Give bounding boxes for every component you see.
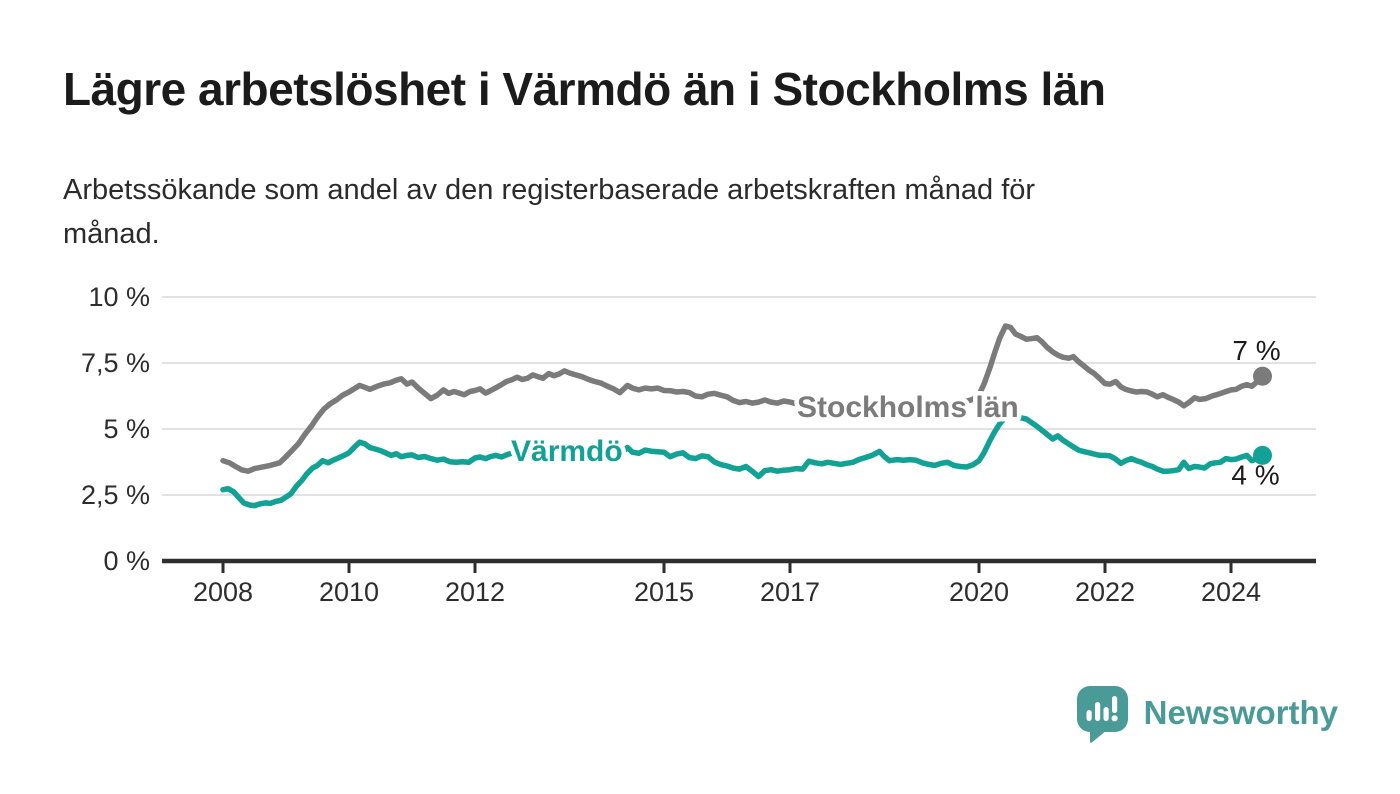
newsworthy-logo-text: Newsworthy	[1143, 694, 1338, 731]
series-line-stockholms-lan	[220, 323, 1266, 474]
y-tick-label-2,5%: 2,5 %	[81, 480, 150, 510]
chart-subtitle: Arbetssökande som andel av den registerb…	[63, 168, 1035, 256]
series-end-dot-stockholms-lan	[1253, 366, 1272, 386]
series-end-value-stockholms-lan: 7 %	[1232, 335, 1280, 366]
series-label-stockholms-lan: Stockholms län	[797, 391, 1019, 424]
x-tick-label-2020: 2020	[949, 577, 1009, 607]
y-tick-label-5%: 5 %	[103, 414, 150, 444]
x-tick-label-2024: 2024	[1201, 577, 1261, 607]
series-line-varmdo	[220, 411, 1266, 509]
y-tick-label-7,5%: 7,5 %	[81, 348, 150, 378]
x-tick-label-2012: 2012	[445, 577, 505, 607]
series-label-varmdo: Värmdö	[511, 435, 623, 468]
page-title: Lägre arbetslöshet i Värmdö än i Stockho…	[63, 63, 1106, 115]
x-tick-label-2010: 2010	[319, 577, 379, 607]
x-tick-label-2017: 2017	[760, 577, 820, 607]
x-tick-label-2015: 2015	[634, 577, 694, 607]
series-end-value-varmdo: 4 %	[1231, 459, 1279, 490]
y-tick-label-0%: 0 %	[103, 546, 150, 576]
y-tick-label-10%: 10 %	[88, 282, 150, 312]
x-tick-label-2022: 2022	[1075, 577, 1135, 607]
chart-subtitle-line-1: Arbetssökande som andel av den registerb…	[63, 174, 1036, 206]
newsworthy-speech-bubble-bar-chart-icon	[1076, 685, 1128, 743]
chart-subtitle-line-2: månad.	[63, 218, 160, 250]
x-tick-label-2008: 2008	[193, 577, 253, 607]
series-end-dot-varmdo	[1253, 445, 1272, 465]
newsworthy-logo: Newsworthy	[1074, 682, 1338, 744]
